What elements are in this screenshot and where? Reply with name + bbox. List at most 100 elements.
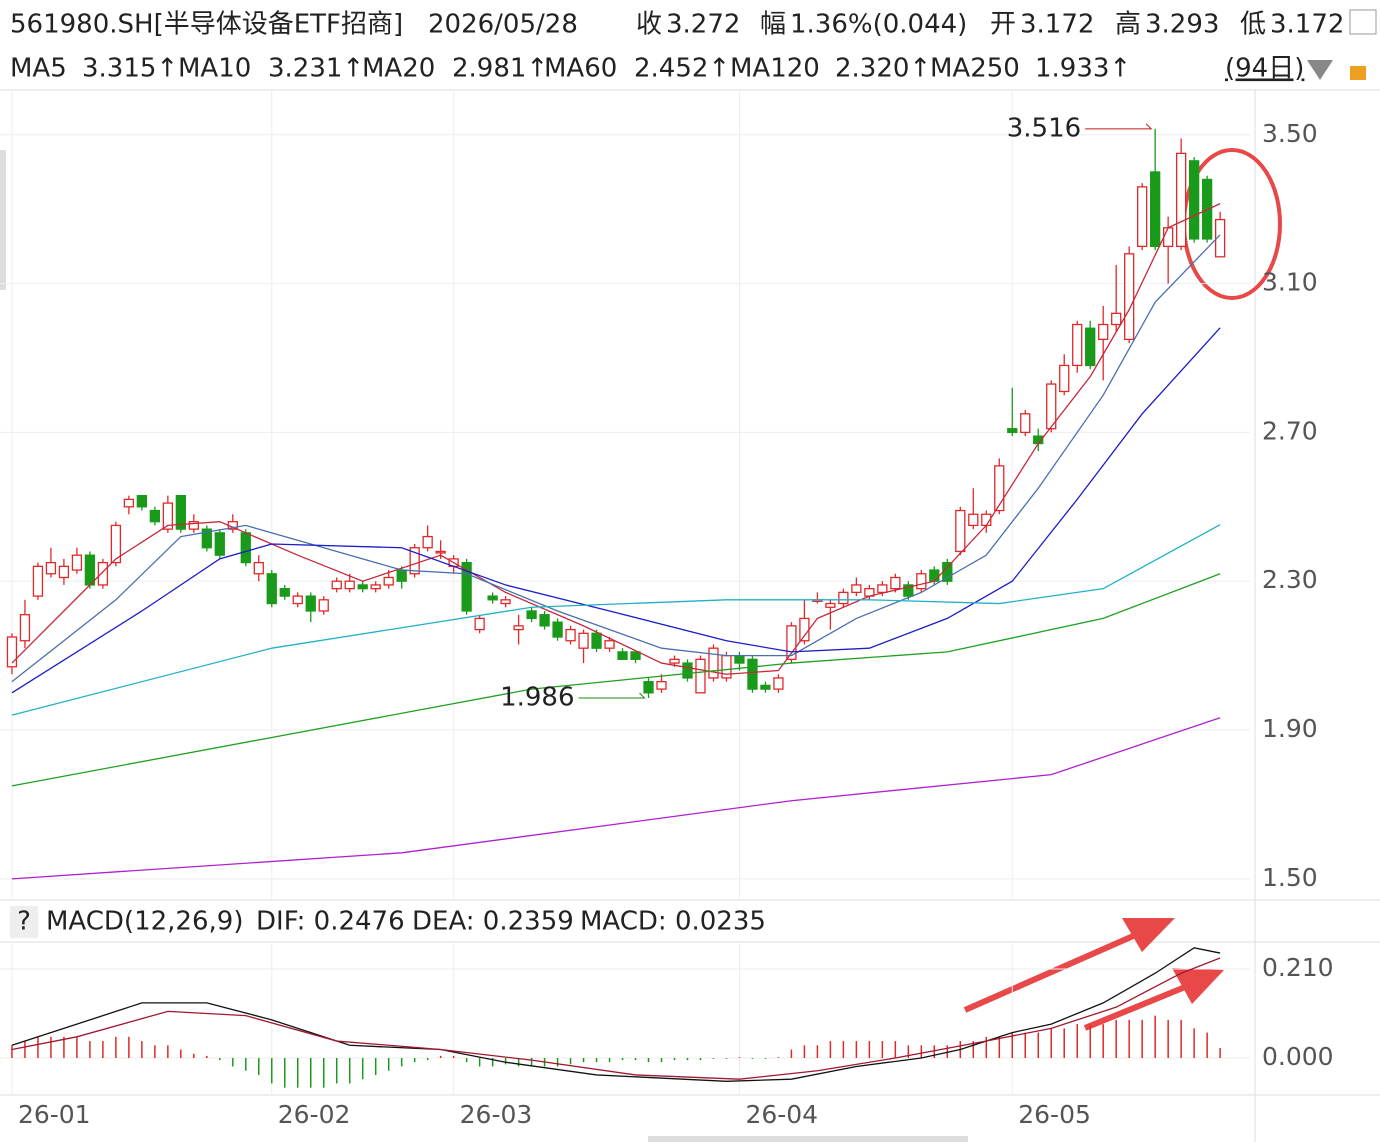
candle-body bbox=[149, 509, 161, 523]
candle-body bbox=[994, 465, 1005, 512]
candle-body bbox=[279, 588, 290, 597]
candle-body bbox=[851, 584, 862, 594]
candle-body bbox=[240, 532, 251, 564]
legend-value: 2.981↑ bbox=[452, 54, 548, 84]
legend-label: MA250 bbox=[930, 54, 1020, 84]
candle-body bbox=[1007, 428, 1018, 434]
legend-value: 1.933↑ bbox=[1035, 54, 1131, 84]
candle-body bbox=[110, 524, 122, 564]
legend-label: MA60 bbox=[544, 54, 617, 84]
candle-body bbox=[1175, 152, 1187, 248]
candle-body bbox=[903, 584, 914, 597]
y-tick-label: 3.50 bbox=[1262, 119, 1318, 148]
candle-body bbox=[253, 561, 264, 575]
candle-body bbox=[669, 658, 680, 664]
dropdown-icon[interactable] bbox=[1307, 60, 1333, 80]
ma-line bbox=[11, 524, 1221, 716]
lock-icon[interactable] bbox=[1350, 66, 1366, 80]
candle-body bbox=[71, 554, 83, 571]
candle-body bbox=[266, 573, 277, 605]
ma-line bbox=[11, 717, 1221, 880]
candle-body bbox=[1072, 323, 1083, 367]
header-label: 低 bbox=[1240, 10, 1266, 40]
candle-body bbox=[539, 614, 550, 627]
x-tick-label: 26-04 bbox=[745, 1100, 818, 1129]
candle-body bbox=[136, 495, 148, 508]
header-label: 幅 bbox=[760, 10, 786, 40]
candle-body bbox=[435, 550, 446, 554]
header-label: 开 bbox=[990, 10, 1016, 40]
header-value: 3.172 bbox=[1270, 10, 1344, 40]
candle-body bbox=[188, 521, 199, 530]
security-name: 561980.SH[半导体设备ETF招商] bbox=[10, 10, 403, 40]
candle-body bbox=[19, 614, 31, 642]
dif-label: DIF: 0.2476 bbox=[256, 907, 405, 937]
y-tick-label: 2.70 bbox=[1262, 416, 1318, 445]
candle-body bbox=[617, 651, 628, 660]
candle-body bbox=[461, 561, 472, 612]
candle-body bbox=[825, 602, 836, 608]
scrollbar[interactable] bbox=[648, 1136, 968, 1142]
candle-body bbox=[916, 573, 927, 590]
candle-body bbox=[1163, 227, 1174, 248]
candle-body bbox=[123, 498, 135, 508]
header-label: 收 bbox=[636, 10, 662, 40]
scroll-handle bbox=[0, 150, 6, 290]
candle-body bbox=[84, 554, 96, 586]
candle-body bbox=[799, 617, 810, 642]
candle-body bbox=[162, 502, 173, 530]
macd-line bbox=[11, 947, 1221, 1082]
annotation-arrow bbox=[1085, 123, 1153, 130]
candle-body bbox=[1046, 383, 1057, 430]
candle-body bbox=[1020, 413, 1031, 434]
candle-body bbox=[305, 595, 316, 612]
period[interactable]: (94日) bbox=[1225, 54, 1304, 84]
candle-body bbox=[838, 591, 849, 605]
help-box[interactable] bbox=[10, 906, 38, 938]
candle-body bbox=[643, 681, 654, 694]
y-tick-label: 1.50 bbox=[1262, 863, 1318, 892]
candle-body bbox=[1111, 312, 1122, 326]
y-tick-label: 3.10 bbox=[1262, 268, 1318, 297]
candle-body bbox=[604, 640, 615, 649]
candle-body bbox=[526, 610, 537, 620]
candle-body bbox=[578, 632, 589, 649]
header-label: 高 bbox=[1115, 10, 1141, 40]
wp-icon[interactable] bbox=[1349, 9, 1377, 35]
candle-body bbox=[942, 561, 953, 582]
candle-body bbox=[422, 535, 433, 549]
candle-body bbox=[357, 584, 368, 590]
candle-body bbox=[955, 509, 966, 553]
candle-body bbox=[786, 625, 797, 660]
candle-body bbox=[968, 513, 979, 527]
legend-value: 3.231↑ bbox=[268, 54, 364, 84]
candle-body bbox=[1124, 253, 1135, 341]
annotation-label: 3.516 bbox=[1007, 113, 1081, 143]
candle-body bbox=[1098, 323, 1109, 341]
legend-label: MA10 bbox=[178, 54, 251, 84]
candle-body bbox=[1214, 218, 1226, 258]
candle-body bbox=[630, 651, 641, 660]
legend-value: 2.320↑ bbox=[835, 54, 931, 84]
candle-body bbox=[1059, 364, 1070, 393]
candle-body bbox=[318, 599, 329, 612]
candle-body bbox=[344, 580, 355, 590]
candle-body bbox=[383, 576, 394, 586]
candle-body bbox=[45, 561, 57, 575]
macd-title: MACD(12,26,9) bbox=[46, 907, 243, 937]
candle-body bbox=[695, 658, 706, 694]
ma-line bbox=[11, 234, 1221, 683]
candle-body bbox=[760, 684, 771, 690]
candle-body bbox=[890, 576, 901, 590]
candle-body bbox=[487, 595, 498, 601]
legend-value: 2.452↑ bbox=[634, 54, 730, 84]
candle-body bbox=[396, 569, 407, 582]
candle-body bbox=[656, 681, 667, 690]
candle-body bbox=[708, 647, 719, 679]
macd-help[interactable]: ? bbox=[17, 907, 31, 937]
candle-body bbox=[409, 547, 420, 575]
candle-body bbox=[32, 565, 44, 597]
header-value: 3.293 bbox=[1145, 10, 1219, 40]
candle-body bbox=[175, 495, 186, 530]
